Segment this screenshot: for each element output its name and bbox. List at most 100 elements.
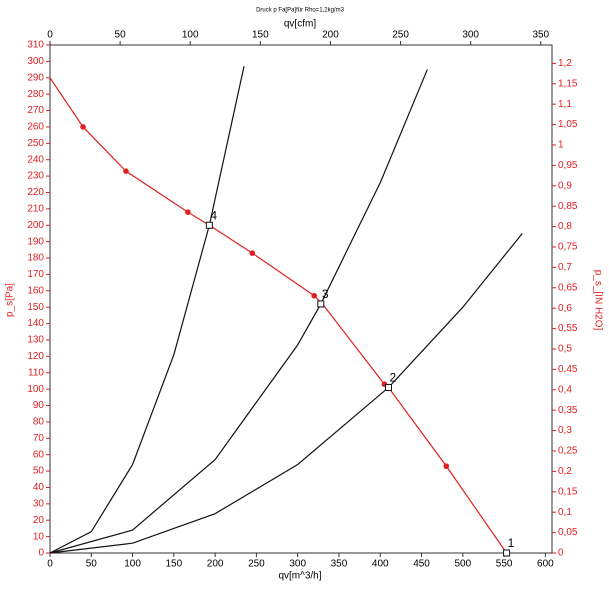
x2-tick-label: 250: [392, 30, 409, 41]
y2-tick-label: 0,9: [558, 180, 572, 191]
y-tick-label: 20: [33, 515, 45, 526]
y-tick-label: 140: [27, 318, 44, 329]
y2-axis-title: p_s_[IN H2O]: [592, 270, 603, 331]
y-tick-label: 160: [27, 285, 44, 296]
x-tick-label: 0: [47, 559, 53, 570]
y-tick-label: 290: [27, 72, 44, 83]
y2-tick-label: 0,15: [558, 486, 578, 497]
y-tick-label: 280: [27, 89, 44, 100]
point: [443, 463, 450, 469]
curve: [49, 69, 428, 554]
y2-tick-label: 0,35: [558, 405, 578, 416]
operating-point-label: 3: [322, 287, 329, 301]
y-tick-label: 70: [33, 433, 45, 444]
point: [185, 209, 191, 215]
y-tick-label: 240: [27, 154, 44, 165]
x2-tick-label: 100: [182, 30, 199, 41]
y2-tick-label: 0: [558, 548, 564, 559]
curve: [49, 77, 508, 554]
y2-tick-label: 0,4: [558, 384, 572, 395]
curve: [49, 66, 245, 554]
y2-tick-label: 0,7: [558, 262, 572, 273]
y2-tick-label: 0,6: [558, 303, 572, 314]
y-tick-label: 120: [27, 351, 44, 362]
y-tick-label: 170: [27, 269, 44, 280]
x-tick-label: 350: [331, 559, 348, 570]
x2-tick-label: 150: [252, 30, 269, 41]
y2-tick-label: 0,3: [558, 425, 572, 436]
x2-tick-label: 50: [115, 30, 127, 41]
operating-point: [503, 549, 511, 557]
y2-tick-label: 1: [558, 140, 564, 151]
point: [311, 292, 318, 299]
curve: [49, 233, 523, 554]
operating-point-label: 4: [210, 208, 217, 222]
point: [249, 250, 256, 256]
y-tick-label: 200: [27, 220, 44, 231]
y-tick-label: 60: [33, 449, 45, 460]
x-tick-label: 600: [537, 559, 554, 570]
y2-tick-label: 0,45: [558, 364, 578, 375]
y2-tick-label: 0,05: [558, 527, 578, 538]
y-tick-label: 250: [27, 138, 44, 149]
x2-axis-title: qv[cfm]: [284, 19, 316, 30]
chart-title: Druck p Fa[Pa]für Rho=1,2kg/m3: [256, 8, 345, 14]
y-tick-label: 100: [27, 384, 44, 395]
y2-tick-label: 0,5: [558, 344, 572, 355]
y-tick-label: 30: [33, 498, 45, 509]
operating-point: [385, 383, 393, 391]
x-tick-label: 50: [86, 559, 98, 570]
point: [123, 168, 129, 174]
y2-tick-label: 0,25: [558, 446, 578, 457]
y-tick-label: 0: [38, 548, 44, 559]
x-tick-label: 150: [166, 559, 183, 570]
x-tick-label: 200: [207, 559, 224, 570]
y-tick-label: 220: [27, 187, 44, 198]
y2-tick-label: 0,95: [558, 160, 578, 171]
y2-tick-label: 0,2: [558, 466, 572, 477]
y2-tick-label: 0,65: [558, 282, 578, 293]
plot-frame: [49, 44, 553, 554]
y-tick-label: 210: [27, 204, 44, 215]
y-tick-label: 310: [27, 40, 44, 51]
y2-tick-label: 0,75: [558, 242, 578, 253]
x-tick-label: 250: [248, 559, 265, 570]
operating-point: [317, 300, 325, 308]
y-tick-label: 260: [27, 122, 44, 133]
y-tick-label: 50: [33, 466, 45, 477]
x2-tick-label: 200: [322, 30, 339, 41]
y-tick-label: 270: [27, 105, 44, 116]
y2-tick-label: 1,1: [558, 99, 572, 110]
y-tick-label: 40: [33, 482, 45, 493]
operating-point: [205, 221, 213, 229]
y2-tick-label: 0,55: [558, 323, 578, 334]
y-axis-title: p_s[Pa]: [5, 283, 16, 317]
operating-point-label: 2: [390, 371, 397, 385]
x2-tick-label: 300: [462, 30, 479, 41]
y2-tick-label: 1,2: [558, 58, 572, 69]
y-tick-label: 130: [27, 335, 44, 346]
y-tick-label: 300: [27, 56, 44, 67]
point: [80, 124, 86, 130]
y2-tick-label: 0,1: [558, 507, 572, 518]
x-tick-label: 300: [289, 559, 306, 570]
y-tick-label: 110: [28, 367, 44, 378]
y2-tick-label: 1,15: [558, 78, 578, 89]
x-tick-label: 100: [124, 559, 141, 570]
y2-tick-label: 0,8: [558, 221, 572, 232]
y-tick-label: 10: [33, 531, 45, 542]
y2-tick-label: 0,85: [558, 201, 578, 212]
x-tick-label: 400: [372, 559, 389, 570]
y-tick-label: 150: [27, 302, 44, 313]
y2-tick-label: 1,05: [558, 119, 578, 130]
x2-tick-label: 0: [47, 30, 53, 41]
x-tick-label: 450: [413, 559, 430, 570]
y-tick-label: 90: [33, 400, 45, 411]
x-tick-label: 500: [454, 559, 471, 570]
x-axis-title: qv[m^3/h]: [278, 571, 321, 582]
x-tick-label: 550: [496, 559, 513, 570]
operating-point-label: 1: [508, 536, 515, 550]
x2-tick-label: 350: [532, 30, 549, 41]
y-tick-label: 190: [27, 236, 44, 247]
